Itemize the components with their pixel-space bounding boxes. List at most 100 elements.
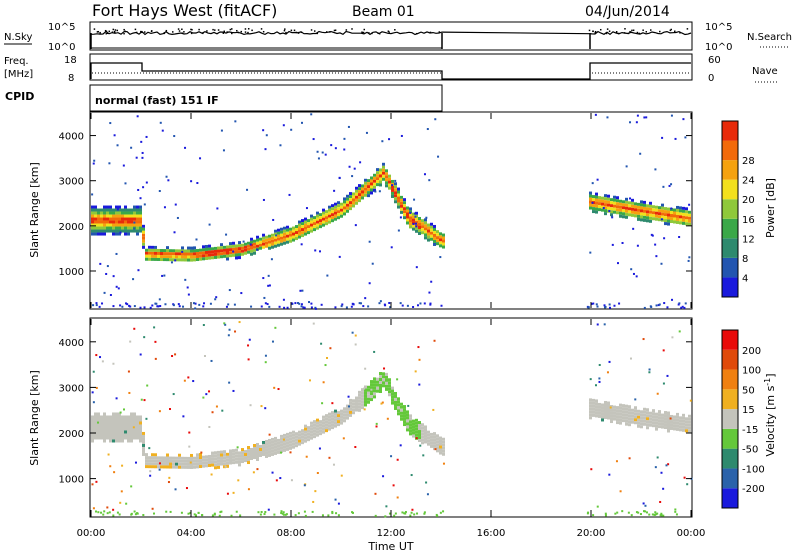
- echo-cell: [103, 418, 106, 422]
- echo-cell: [271, 239, 274, 243]
- scatter-cell: [390, 246, 393, 249]
- echo-cell: [673, 211, 676, 215]
- scatter-cell: [226, 492, 229, 495]
- colorbar-segment: [722, 121, 738, 141]
- echo-cell: [265, 442, 268, 446]
- scatter-cell: [410, 511, 413, 514]
- echo-cell: [241, 460, 244, 464]
- echo-cell: [397, 187, 400, 191]
- echo-cell: [598, 196, 601, 200]
- x-tick-label: 20:00: [577, 528, 606, 539]
- scatter-cell: [411, 508, 414, 511]
- scatter-cell: [639, 513, 642, 516]
- echo-cell: [325, 216, 328, 220]
- echo-cell: [154, 254, 157, 258]
- power-colorbar-label: Power [dB]: [764, 178, 777, 238]
- echo-cell: [223, 251, 226, 255]
- echo-cell: [646, 219, 649, 223]
- echo-cell: [271, 440, 274, 444]
- echo-cell: [241, 454, 244, 458]
- echo-cell: [655, 211, 658, 215]
- echo-cell: [199, 465, 202, 469]
- echo-cell: [277, 234, 280, 238]
- scatter-cell: [97, 421, 100, 424]
- echo-cell: [418, 436, 421, 440]
- echo-cell: [337, 417, 340, 421]
- scatter-cell: [116, 208, 119, 211]
- echo-cell: [112, 223, 115, 227]
- echo-cell: [628, 210, 631, 214]
- echo-cell: [121, 421, 124, 425]
- scatter-cell: [310, 302, 313, 305]
- echo-cell: [274, 439, 277, 443]
- echo-cell: [91, 424, 94, 428]
- echo-cell: [316, 424, 319, 428]
- echo-cell: [145, 257, 148, 261]
- echo-cell: [625, 215, 628, 219]
- echo-cell: [250, 237, 253, 241]
- echo-cell: [298, 439, 301, 443]
- scatter-cell: [112, 508, 115, 511]
- echo-cell: [601, 412, 604, 416]
- echo-cell: [280, 227, 283, 231]
- scatter-cell: [328, 456, 331, 459]
- scatter-cell: [141, 156, 144, 159]
- echo-cell: [682, 416, 685, 420]
- echo-cell: [646, 414, 649, 418]
- echo-cell: [391, 179, 394, 183]
- scatter-cell: [165, 175, 168, 178]
- echo-cell: [133, 430, 136, 434]
- echo-cell: [400, 402, 403, 406]
- colorbar-tick-label: 28: [742, 156, 755, 167]
- echo-cell: [274, 445, 277, 449]
- echo-cell: [367, 385, 370, 389]
- echo-cell: [601, 415, 604, 419]
- echo-cell: [307, 228, 310, 232]
- date-title: 04/Jun/2014: [585, 4, 670, 20]
- echo-cell: [118, 412, 121, 416]
- colorbar-segment: [722, 257, 738, 278]
- echo-cell: [205, 247, 208, 251]
- echo-cell: [250, 457, 253, 461]
- nsearch-point: [178, 30, 181, 32]
- echo-cell: [154, 257, 157, 261]
- scatter-cell: [192, 302, 195, 305]
- echo-cell: [112, 427, 115, 431]
- echo-cell: [664, 423, 667, 427]
- scatter-cell: [273, 386, 276, 389]
- scatter-cell: [648, 513, 651, 516]
- echo-cell: [208, 454, 211, 458]
- echo-cell: [109, 214, 112, 218]
- echo-cell: [649, 207, 652, 211]
- scatter-cell: [348, 165, 351, 168]
- scatter-cell: [125, 302, 128, 305]
- scatter-cell: [300, 305, 303, 308]
- echo-cell: [367, 391, 370, 395]
- scatter-cell: [133, 305, 136, 308]
- echo-cell: [127, 439, 130, 443]
- nsearch-point: [99, 31, 101, 34]
- echo-cell: [232, 244, 235, 248]
- echo-cell: [388, 186, 391, 190]
- echo-cell: [370, 185, 373, 189]
- scatter-cell: [120, 490, 123, 493]
- scatter-cell: [680, 306, 683, 309]
- scatter-cell: [316, 150, 319, 153]
- echo-cell: [91, 415, 94, 419]
- echo-cell: [349, 404, 352, 408]
- echo-cell: [361, 196, 364, 200]
- echo-cell: [109, 433, 112, 437]
- nsearch-point: [135, 31, 138, 34]
- echo-cell: [163, 249, 166, 253]
- echo-cell: [181, 456, 184, 460]
- echo-cell: [670, 414, 673, 418]
- echo-cell: [277, 240, 280, 244]
- echo-cell: [355, 408, 358, 412]
- echo-cell: [124, 229, 127, 233]
- scatter-cell: [264, 361, 267, 364]
- echo-cell: [295, 231, 298, 235]
- echo-cell: [328, 424, 331, 428]
- x-tick-label: 00:00: [677, 528, 706, 539]
- echo-cell: [211, 250, 214, 254]
- scatter-cell: [128, 391, 131, 394]
